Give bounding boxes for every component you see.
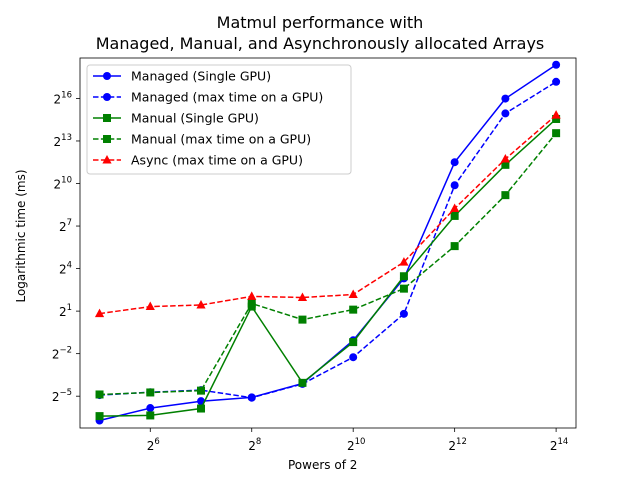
- data-point: [552, 60, 561, 69]
- legend-label: Managed (Single GPU): [131, 69, 271, 84]
- series-4: [95, 129, 561, 399]
- x-axis-label: Powers of 2: [288, 458, 358, 472]
- plot-frame: [79, 57, 577, 429]
- x-tick-label: 210: [347, 437, 365, 453]
- data-point: [146, 388, 155, 397]
- series-5: [94, 110, 561, 318]
- data-point: [399, 272, 408, 281]
- y-tick-label: 213: [54, 133, 72, 149]
- data-point: [197, 386, 206, 395]
- y-tick-label: 24: [59, 261, 72, 277]
- legend-marker: [102, 155, 112, 164]
- data-point: [298, 315, 307, 324]
- x-tick-label: 212: [448, 437, 466, 453]
- data-point: [399, 309, 408, 318]
- series-3: [95, 114, 561, 421]
- data-point: [500, 153, 510, 163]
- x-tick-label: 28: [248, 437, 261, 453]
- series-layer: [94, 60, 561, 425]
- data-point: [349, 305, 358, 314]
- data-point: [399, 284, 408, 293]
- x-tick-label: 214: [550, 437, 568, 453]
- x-tick-label: 26: [147, 437, 160, 453]
- series-line: [99, 114, 557, 315]
- series-line: [99, 132, 557, 396]
- y-tick-label: 2−2: [52, 346, 72, 362]
- tick-layer: 26 28 210 212 214 2−5 2−2 21 24 27 210 213 216: [52, 90, 569, 453]
- data-point: [552, 77, 561, 86]
- y-tick-label: 21: [59, 303, 72, 319]
- series-line: [99, 118, 557, 417]
- legend-marker: [103, 135, 111, 143]
- data-point: [247, 393, 256, 402]
- data-point: [501, 191, 510, 200]
- y-tick-label: 27: [59, 218, 72, 234]
- data-point: [552, 114, 561, 123]
- data-point: [95, 390, 104, 399]
- data-point: [95, 412, 104, 421]
- data-point: [297, 292, 308, 301]
- data-point: [399, 257, 409, 266]
- y-tick-label: 2−5: [52, 388, 72, 404]
- data-point: [146, 404, 155, 413]
- data-point: [197, 404, 206, 413]
- data-point: [450, 158, 459, 167]
- data-point: [349, 353, 358, 362]
- y-tick-label: 210: [54, 176, 72, 192]
- data-point: [450, 242, 459, 251]
- data-point: [196, 299, 206, 309]
- data-point: [501, 109, 510, 118]
- data-point: [349, 338, 358, 347]
- legend-marker: [103, 72, 111, 80]
- data-point: [348, 289, 358, 299]
- chart-title-line-1: Matmul performance with: [216, 13, 424, 32]
- data-point: [551, 110, 561, 119]
- legend-marker: [103, 114, 111, 122]
- chart-title-line-2: Managed, Manual, and Asynchronously allo…: [95, 34, 545, 53]
- data-point: [450, 203, 460, 212]
- legend-box: [86, 64, 352, 175]
- data-point: [552, 129, 561, 138]
- data-point: [298, 378, 307, 387]
- data-point: [94, 308, 105, 318]
- legend-label: Async (max time on a GPU): [131, 153, 303, 168]
- legend-marker: [103, 93, 111, 101]
- data-point: [145, 301, 155, 311]
- legend: Managed (Single GPU) Managed (max time on…: [86, 64, 352, 175]
- legend-label: Manual (max time on a GPU): [131, 132, 311, 147]
- legend-label: Manual (Single GPU): [131, 111, 259, 126]
- y-tick-label: 216: [54, 90, 72, 106]
- data-point: [450, 181, 459, 190]
- data-point: [247, 299, 256, 308]
- data-point: [501, 94, 510, 103]
- legend-label: Managed (max time on a GPU): [131, 90, 323, 105]
- y-axis-label: Logarithmic time (ms): [14, 169, 28, 303]
- data-point: [501, 160, 510, 169]
- data-point: [247, 291, 257, 300]
- data-point: [450, 211, 459, 220]
- data-point: [146, 411, 155, 420]
